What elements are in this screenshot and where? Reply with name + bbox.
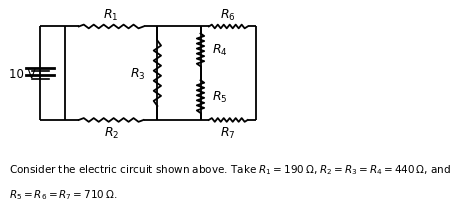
Text: $R_2$: $R_2$ [103, 125, 119, 140]
Text: $R_5$: $R_5$ [212, 90, 228, 105]
Text: $R_7$: $R_7$ [220, 125, 236, 140]
Text: $R_4$: $R_4$ [212, 43, 228, 58]
Text: $R_5 = R_6 = R_7 = 710\,\Omega$.: $R_5 = R_6 = R_7 = 710\,\Omega$. [9, 187, 118, 201]
Text: $R_3$: $R_3$ [130, 66, 146, 81]
Text: Consider the electric circuit shown above. Take $R_1 = 190\,\Omega$, $R_2 = R_3 : Consider the electric circuit shown abov… [9, 162, 451, 176]
Text: $R_1$: $R_1$ [103, 8, 119, 23]
Text: $R_6$: $R_6$ [220, 8, 236, 23]
Text: 10 V: 10 V [9, 67, 36, 80]
